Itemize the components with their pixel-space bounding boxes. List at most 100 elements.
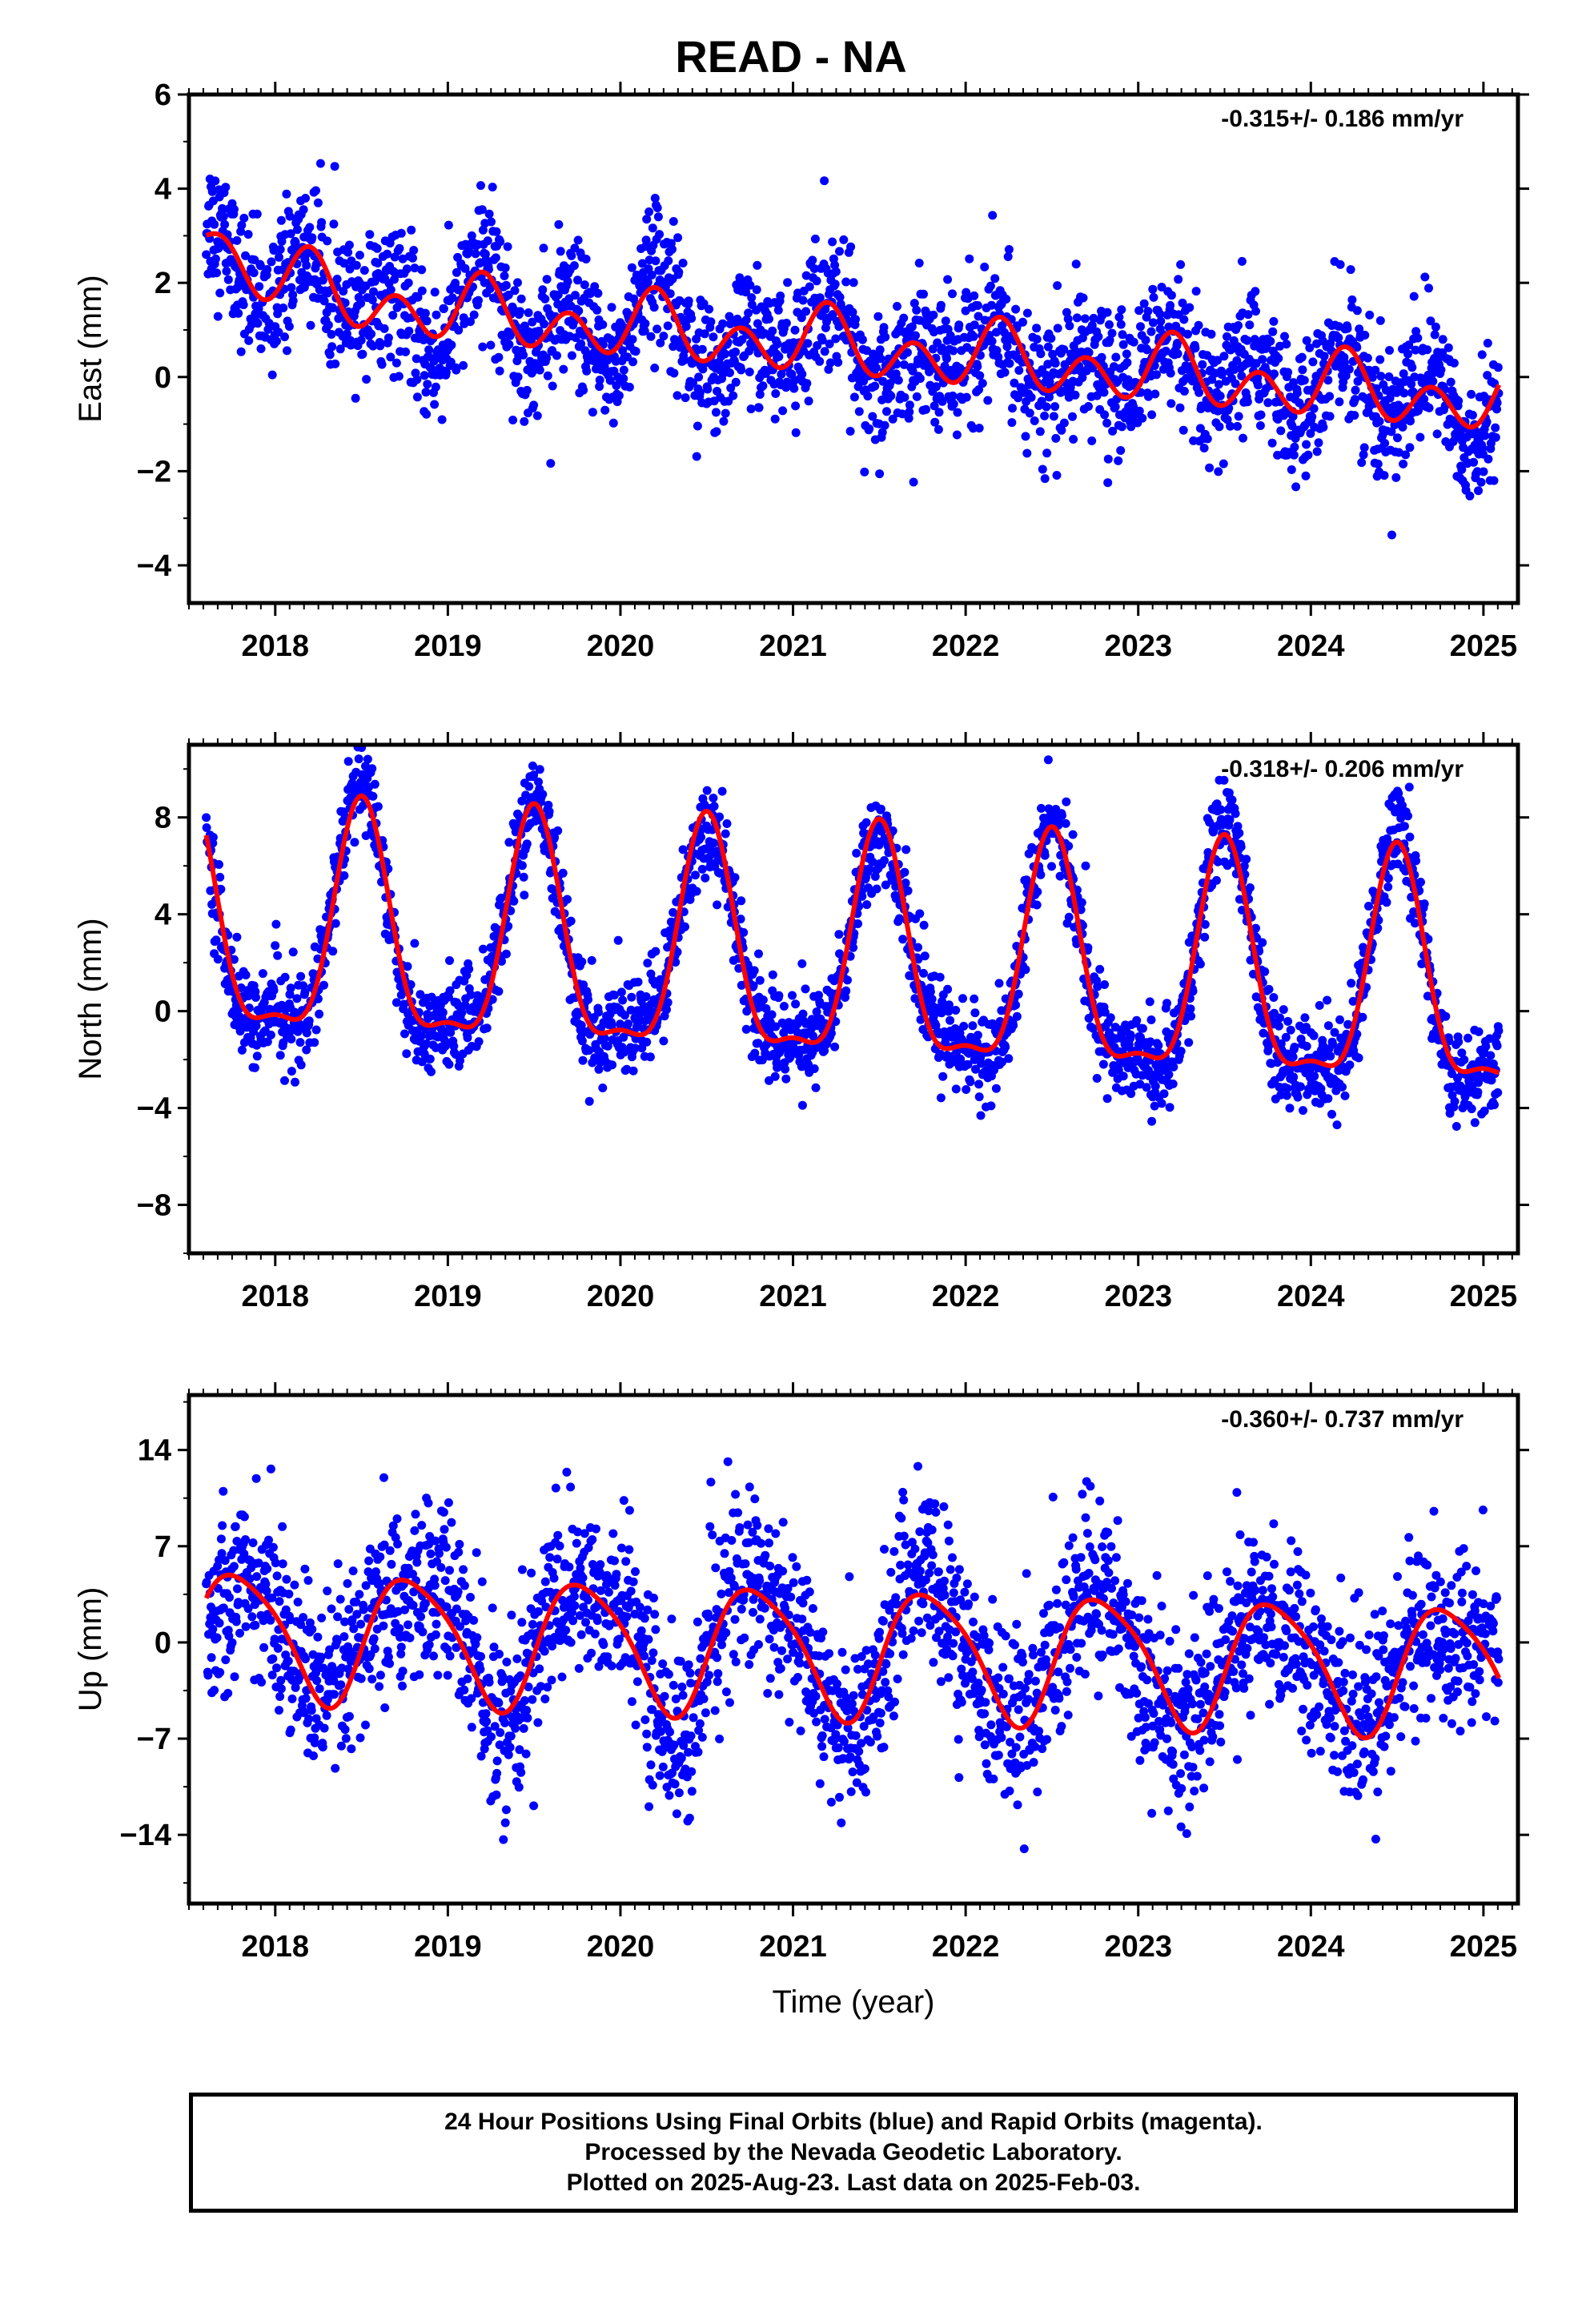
data-point xyxy=(746,404,756,414)
data-point xyxy=(1286,1025,1295,1035)
data-point xyxy=(1399,369,1408,379)
data-point xyxy=(412,392,422,402)
data-point xyxy=(768,326,777,336)
data-point xyxy=(809,264,819,273)
data-point xyxy=(239,300,248,310)
data-point xyxy=(1032,324,1042,333)
data-point xyxy=(1157,283,1166,292)
data-point xyxy=(255,261,265,271)
data-point xyxy=(580,280,589,290)
data-point xyxy=(215,872,225,882)
data-point xyxy=(579,385,588,395)
data-point xyxy=(484,209,494,219)
data-point xyxy=(961,306,970,316)
data-point xyxy=(573,275,582,285)
data-point xyxy=(1483,339,1492,348)
data-point xyxy=(211,254,220,263)
data-point xyxy=(1289,378,1299,388)
data-point xyxy=(974,424,984,433)
data-point xyxy=(542,275,552,284)
data-point xyxy=(595,376,604,384)
data-point xyxy=(992,346,1002,356)
data-point xyxy=(219,211,228,221)
data-point xyxy=(263,1037,272,1047)
data-point xyxy=(263,265,272,274)
data-point xyxy=(501,949,511,959)
data-point xyxy=(510,286,520,296)
data-point xyxy=(1239,433,1247,443)
x-tick-label: 2021 xyxy=(759,629,827,663)
data-point xyxy=(1004,245,1014,254)
data-point xyxy=(1472,467,1482,476)
data-point xyxy=(288,947,298,957)
data-point xyxy=(241,251,250,260)
data-point xyxy=(897,409,907,419)
data-point xyxy=(1032,335,1042,344)
data-point xyxy=(853,919,862,928)
data-point xyxy=(1018,317,1027,327)
data-point xyxy=(1309,404,1319,413)
data-point xyxy=(1446,377,1456,387)
data-point xyxy=(797,1100,807,1110)
data-point xyxy=(928,344,938,354)
data-point xyxy=(1089,313,1098,323)
data-point xyxy=(519,872,528,882)
data-point xyxy=(1359,443,1369,452)
data-point xyxy=(318,275,327,285)
data-point xyxy=(553,826,563,835)
data-point xyxy=(1159,1089,1169,1099)
data-point xyxy=(383,249,392,259)
data-point xyxy=(569,261,579,271)
data-point xyxy=(843,975,852,985)
data-point xyxy=(1335,397,1344,407)
data-point xyxy=(1009,1020,1018,1030)
data-point xyxy=(899,313,909,323)
data-point xyxy=(726,384,736,392)
data-point xyxy=(211,176,220,186)
x-tick-label: 2022 xyxy=(932,629,1000,663)
data-point xyxy=(798,296,808,305)
data-point xyxy=(1010,378,1019,388)
data-point xyxy=(1055,871,1065,881)
data-point xyxy=(801,984,810,994)
data-point xyxy=(753,260,762,270)
data-point xyxy=(504,838,514,847)
data-point xyxy=(673,391,682,400)
data-point xyxy=(1401,450,1411,460)
data-point xyxy=(513,372,523,382)
data-point xyxy=(1232,356,1242,365)
data-point xyxy=(244,336,254,345)
data-point xyxy=(202,813,211,822)
data-point xyxy=(422,409,432,419)
data-point xyxy=(554,219,564,229)
data-point xyxy=(1334,333,1343,343)
data-point xyxy=(1021,965,1030,975)
data-point xyxy=(725,368,734,377)
data-point xyxy=(1335,259,1345,269)
data-point xyxy=(879,323,889,332)
data-point xyxy=(915,909,925,919)
data-point xyxy=(882,407,891,416)
data-point xyxy=(876,804,885,814)
data-point xyxy=(697,344,707,354)
data-point xyxy=(540,294,550,304)
data-point xyxy=(739,927,749,937)
data-point xyxy=(619,365,628,375)
plot-frame xyxy=(187,92,1520,605)
data-point xyxy=(1385,346,1394,355)
data-point xyxy=(1305,343,1315,352)
data-point xyxy=(404,278,413,287)
data-point xyxy=(339,870,349,880)
data-point xyxy=(948,289,957,299)
data-point xyxy=(1213,356,1223,365)
data-point xyxy=(315,159,325,168)
data-point xyxy=(535,365,544,375)
data-point xyxy=(542,353,551,363)
data-point xyxy=(941,316,950,326)
data-point xyxy=(552,351,561,360)
data-point xyxy=(1000,368,1010,377)
data-point xyxy=(626,1005,636,1015)
data-point xyxy=(797,313,806,323)
